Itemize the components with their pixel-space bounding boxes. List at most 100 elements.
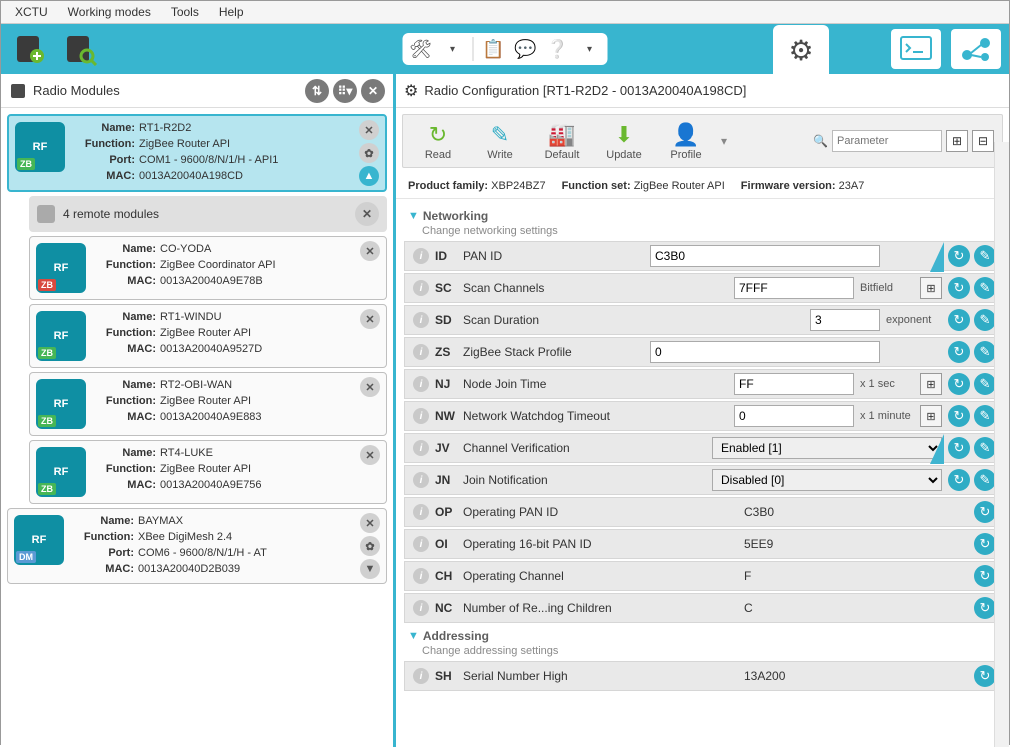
refresh-btn[interactable]: ↻ bbox=[974, 501, 996, 523]
menu-tools[interactable]: Tools bbox=[161, 3, 209, 21]
menu-xctu[interactable]: XCTU bbox=[5, 3, 58, 21]
info-icon[interactable]: i bbox=[413, 568, 429, 584]
write-btn[interactable]: ✎ bbox=[974, 341, 996, 363]
module-close-btn[interactable]: ✕ bbox=[360, 445, 380, 465]
write-btn[interactable]: ✎ bbox=[974, 245, 996, 267]
param-static-value: 5EE9 bbox=[738, 537, 968, 551]
info-icon[interactable]: i bbox=[413, 504, 429, 520]
param-input[interactable] bbox=[734, 373, 854, 395]
discover-module-icon[interactable] bbox=[57, 29, 103, 69]
param-input[interactable] bbox=[734, 277, 854, 299]
add-module-icon[interactable] bbox=[7, 29, 53, 69]
filter-btn[interactable]: ⠿▾ bbox=[333, 79, 357, 103]
refresh-btn[interactable]: ↻ bbox=[974, 533, 996, 555]
refresh-btn[interactable]: ↻ bbox=[974, 597, 996, 619]
menu-working-modes[interactable]: Working modes bbox=[58, 3, 161, 21]
info-icon[interactable]: i bbox=[413, 344, 429, 360]
write-btn[interactable]: ✎ bbox=[974, 469, 996, 491]
module-discover-btn[interactable]: ✿ bbox=[360, 536, 380, 556]
refresh-btn[interactable]: ↻ bbox=[948, 405, 970, 427]
info-icon[interactable]: i bbox=[413, 472, 429, 488]
module-function: XBee DigiMesh 2.4 bbox=[138, 529, 232, 545]
remote-module-card[interactable]: RFZB Name:RT2-OBI-WAN Function:ZigBee Ro… bbox=[29, 372, 387, 436]
write-btn[interactable]: ✎ bbox=[974, 373, 996, 395]
module-card-selected[interactable]: RFZB Name:RT1-R2D2 Function:ZigBee Route… bbox=[7, 114, 387, 192]
module-mac: 0013A20040A9527D bbox=[160, 341, 262, 357]
param-row: iSHSerial Number High13A200↻ bbox=[404, 661, 1001, 691]
info-icon[interactable]: i bbox=[413, 280, 429, 296]
remote-clear-btn[interactable]: ✕ bbox=[355, 202, 379, 226]
console-icon[interactable] bbox=[891, 29, 941, 69]
info-icon[interactable]: i bbox=[413, 440, 429, 456]
calculator-btn[interactable]: ⊞ bbox=[920, 277, 942, 299]
collapse-all-btn[interactable]: ⊟ bbox=[972, 130, 994, 152]
module-collapse-btn[interactable]: ▲ bbox=[359, 166, 379, 186]
info-icon[interactable]: i bbox=[413, 408, 429, 424]
param-select[interactable]: Disabled [0] bbox=[712, 469, 942, 491]
module-close-btn[interactable]: ✕ bbox=[359, 120, 379, 140]
module-close-btn[interactable]: ✕ bbox=[360, 309, 380, 329]
write-btn[interactable]: ✎ bbox=[974, 437, 996, 459]
refresh-btn[interactable]: ↻ bbox=[948, 245, 970, 267]
section-header[interactable]: ▼Addressing bbox=[408, 629, 1001, 643]
module-device-icon: RFZB bbox=[36, 311, 86, 361]
info-icon[interactable]: i bbox=[413, 312, 429, 328]
refresh-btn[interactable]: ↻ bbox=[948, 373, 970, 395]
refresh-btn[interactable]: ↻ bbox=[974, 565, 996, 587]
default-button[interactable]: 🏭Default bbox=[535, 121, 589, 161]
param-row: iOPOperating PAN IDC3B0↻ bbox=[404, 497, 1001, 527]
param-input[interactable] bbox=[650, 245, 880, 267]
clear-btn[interactable]: ✕ bbox=[361, 79, 385, 103]
info-icon[interactable]: i bbox=[413, 376, 429, 392]
parameters-scroll[interactable]: ▼NetworkingChange networking settingsiID… bbox=[396, 199, 1009, 747]
update-button[interactable]: ⬇Update bbox=[597, 121, 651, 161]
gear-tab[interactable]: ⚙ bbox=[773, 25, 829, 75]
help-icon[interactable]: ❔ bbox=[546, 39, 570, 60]
module-discover-btn[interactable]: ✿ bbox=[359, 143, 379, 163]
refresh-btn[interactable]: ↻ bbox=[948, 341, 970, 363]
refresh-btn[interactable]: ↻ bbox=[948, 309, 970, 331]
param-input[interactable] bbox=[810, 309, 880, 331]
param-label: Operating Channel bbox=[463, 569, 738, 583]
expand-all-btn[interactable]: ⊞ bbox=[946, 130, 968, 152]
write-button[interactable]: ✎Write bbox=[473, 121, 527, 161]
tools-icon[interactable]: 🛠 bbox=[409, 39, 433, 60]
param-static-value: F bbox=[738, 569, 968, 583]
module-expand-btn[interactable]: ▼ bbox=[360, 559, 380, 579]
remote-module-card[interactable]: RFZB Name:RT1-WINDU Function:ZigBee Rout… bbox=[29, 304, 387, 368]
sort-btn[interactable]: ⇅ bbox=[305, 79, 329, 103]
module-close-btn[interactable]: ✕ bbox=[360, 241, 380, 261]
info-icon[interactable]: i bbox=[413, 536, 429, 552]
write-btn[interactable]: ✎ bbox=[974, 309, 996, 331]
remote-module-card[interactable]: RFZB Name:CO-YODA Function:ZigBee Coordi… bbox=[29, 236, 387, 300]
menu-help[interactable]: Help bbox=[209, 3, 254, 21]
remote-modules-bar[interactable]: 4 remote modules ✕ bbox=[29, 196, 387, 232]
chat-icon[interactable]: 💬 bbox=[514, 39, 538, 60]
calculator-btn[interactable]: ⊞ bbox=[920, 405, 942, 427]
refresh-btn[interactable]: ↻ bbox=[948, 277, 970, 299]
remote-module-card[interactable]: RFZB Name:RT4-LUKE Function:ZigBee Route… bbox=[29, 440, 387, 504]
scrollbar[interactable] bbox=[994, 142, 1009, 747]
refresh-btn[interactable]: ↻ bbox=[974, 665, 996, 687]
write-btn[interactable]: ✎ bbox=[974, 277, 996, 299]
calculator-btn[interactable]: ⊞ bbox=[920, 373, 942, 395]
profile-button[interactable]: 👤Profile bbox=[659, 121, 713, 161]
section-header[interactable]: ▼Networking bbox=[408, 209, 1001, 223]
info-icon[interactable]: i bbox=[413, 600, 429, 616]
refresh-btn[interactable]: ↻ bbox=[948, 469, 970, 491]
info-icon[interactable]: i bbox=[413, 668, 429, 684]
module-card[interactable]: RFDM Name:BAYMAX Function:XBee DigiMesh … bbox=[7, 508, 387, 584]
param-static-value: C bbox=[738, 601, 968, 615]
module-close-btn[interactable]: ✕ bbox=[360, 513, 380, 533]
info-icon[interactable]: i bbox=[413, 248, 429, 264]
parameter-search-input[interactable] bbox=[832, 130, 942, 152]
list-icon[interactable]: 📋 bbox=[482, 39, 506, 60]
param-select[interactable]: Enabled [1] bbox=[712, 437, 942, 459]
write-btn[interactable]: ✎ bbox=[974, 405, 996, 427]
read-button[interactable]: ↻Read bbox=[411, 121, 465, 161]
refresh-btn[interactable]: ↻ bbox=[948, 437, 970, 459]
param-input[interactable] bbox=[650, 341, 880, 363]
network-icon[interactable] bbox=[951, 29, 1001, 69]
param-input[interactable] bbox=[734, 405, 854, 427]
module-close-btn[interactable]: ✕ bbox=[360, 377, 380, 397]
